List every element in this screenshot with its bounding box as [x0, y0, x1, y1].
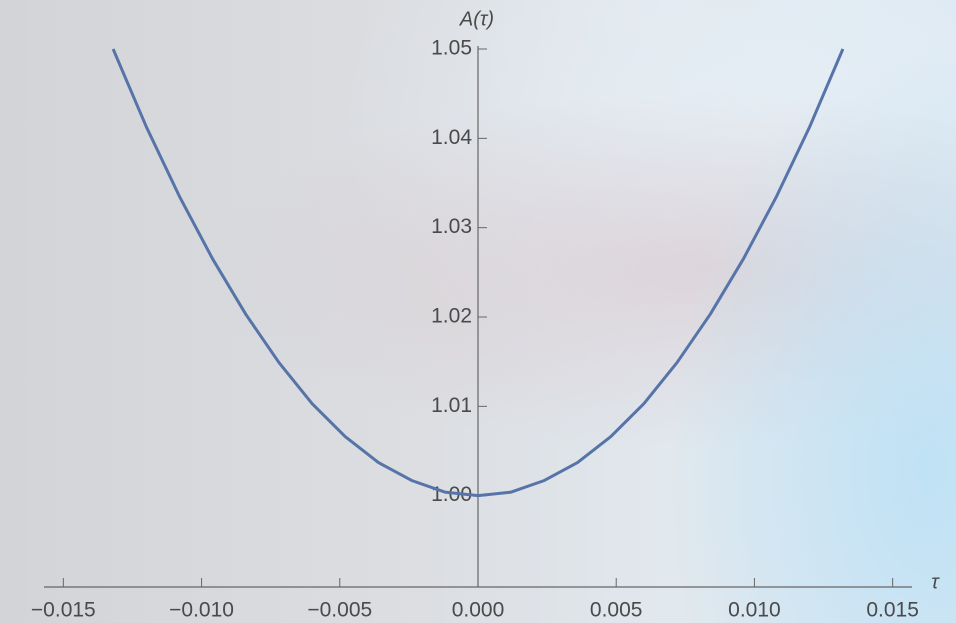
- y-tick-label: 1.01: [431, 394, 472, 417]
- y-tick-label: 1.00: [431, 483, 472, 506]
- x-tick-label: 0.005: [590, 599, 643, 622]
- x-axis-label: τ: [931, 571, 940, 593]
- y-tick-label: 1.05: [431, 37, 472, 60]
- x-tick-label: 0.000: [452, 599, 505, 622]
- x-tick-label: 0.010: [728, 599, 781, 622]
- curve: [111, 48, 845, 498]
- y-tick-label: 1.03: [431, 215, 472, 238]
- x-tick-label: −0.015: [31, 599, 96, 622]
- x-tick-label: −0.005: [307, 599, 372, 622]
- y-axis-label: A(τ): [459, 8, 494, 30]
- x-tick-label: 0.015: [866, 599, 919, 622]
- x-tick-label: −0.010: [169, 599, 234, 622]
- y-tick-label: 1.04: [431, 126, 472, 149]
- y-tick-label: 1.02: [431, 305, 472, 328]
